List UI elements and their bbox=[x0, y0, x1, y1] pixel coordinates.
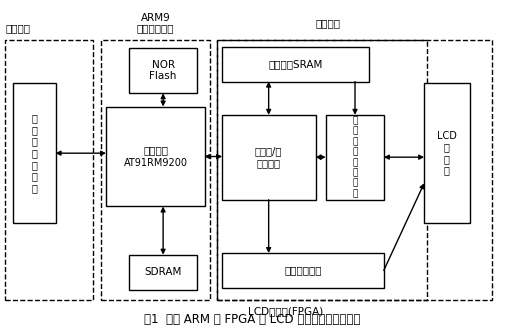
Text: 外设模块: 外设模块 bbox=[5, 23, 30, 33]
Text: SDRAM: SDRAM bbox=[144, 267, 182, 277]
Text: 微控制器模块: 微控制器模块 bbox=[137, 23, 174, 33]
Text: 微控制器: 微控制器 bbox=[143, 146, 168, 156]
Bar bbox=[222, 115, 316, 200]
Bar bbox=[13, 83, 56, 223]
Bar bbox=[424, 83, 470, 223]
Text: 其
他
接
口
及
外
设: 其 他 接 口 及 外 设 bbox=[31, 113, 37, 193]
Bar bbox=[222, 47, 369, 82]
Text: 数
据
格
式
处
理
电
路: 数 据 格 式 处 理 电 路 bbox=[352, 116, 358, 198]
Text: 缓存读/写
控制电路: 缓存读/写 控制电路 bbox=[255, 147, 282, 168]
Bar bbox=[129, 48, 197, 93]
Text: LCD
显
示
屏: LCD 显 示 屏 bbox=[437, 131, 457, 175]
Text: 显示模块: 显示模块 bbox=[316, 18, 341, 28]
Text: LCD控制器(FPGA): LCD控制器(FPGA) bbox=[247, 306, 323, 316]
Text: NOR
Flash: NOR Flash bbox=[149, 60, 177, 81]
Text: 显示缓存SRAM: 显示缓存SRAM bbox=[268, 59, 323, 69]
Text: AT91RM9200: AT91RM9200 bbox=[124, 158, 187, 168]
Bar bbox=[217, 40, 427, 300]
Text: 时序发生电路: 时序发生电路 bbox=[284, 265, 322, 275]
Text: 图1  基于 ARM 与 FPGA 的 LCD 控制器系统组成框图: 图1 基于 ARM 与 FPGA 的 LCD 控制器系统组成框图 bbox=[144, 313, 361, 326]
Bar bbox=[217, 40, 492, 300]
Bar bbox=[106, 107, 205, 206]
Text: ARM9: ARM9 bbox=[141, 13, 170, 23]
Bar bbox=[222, 253, 384, 288]
Bar bbox=[129, 255, 197, 290]
Bar bbox=[326, 115, 384, 200]
Bar bbox=[101, 40, 210, 300]
Bar bbox=[5, 40, 93, 300]
